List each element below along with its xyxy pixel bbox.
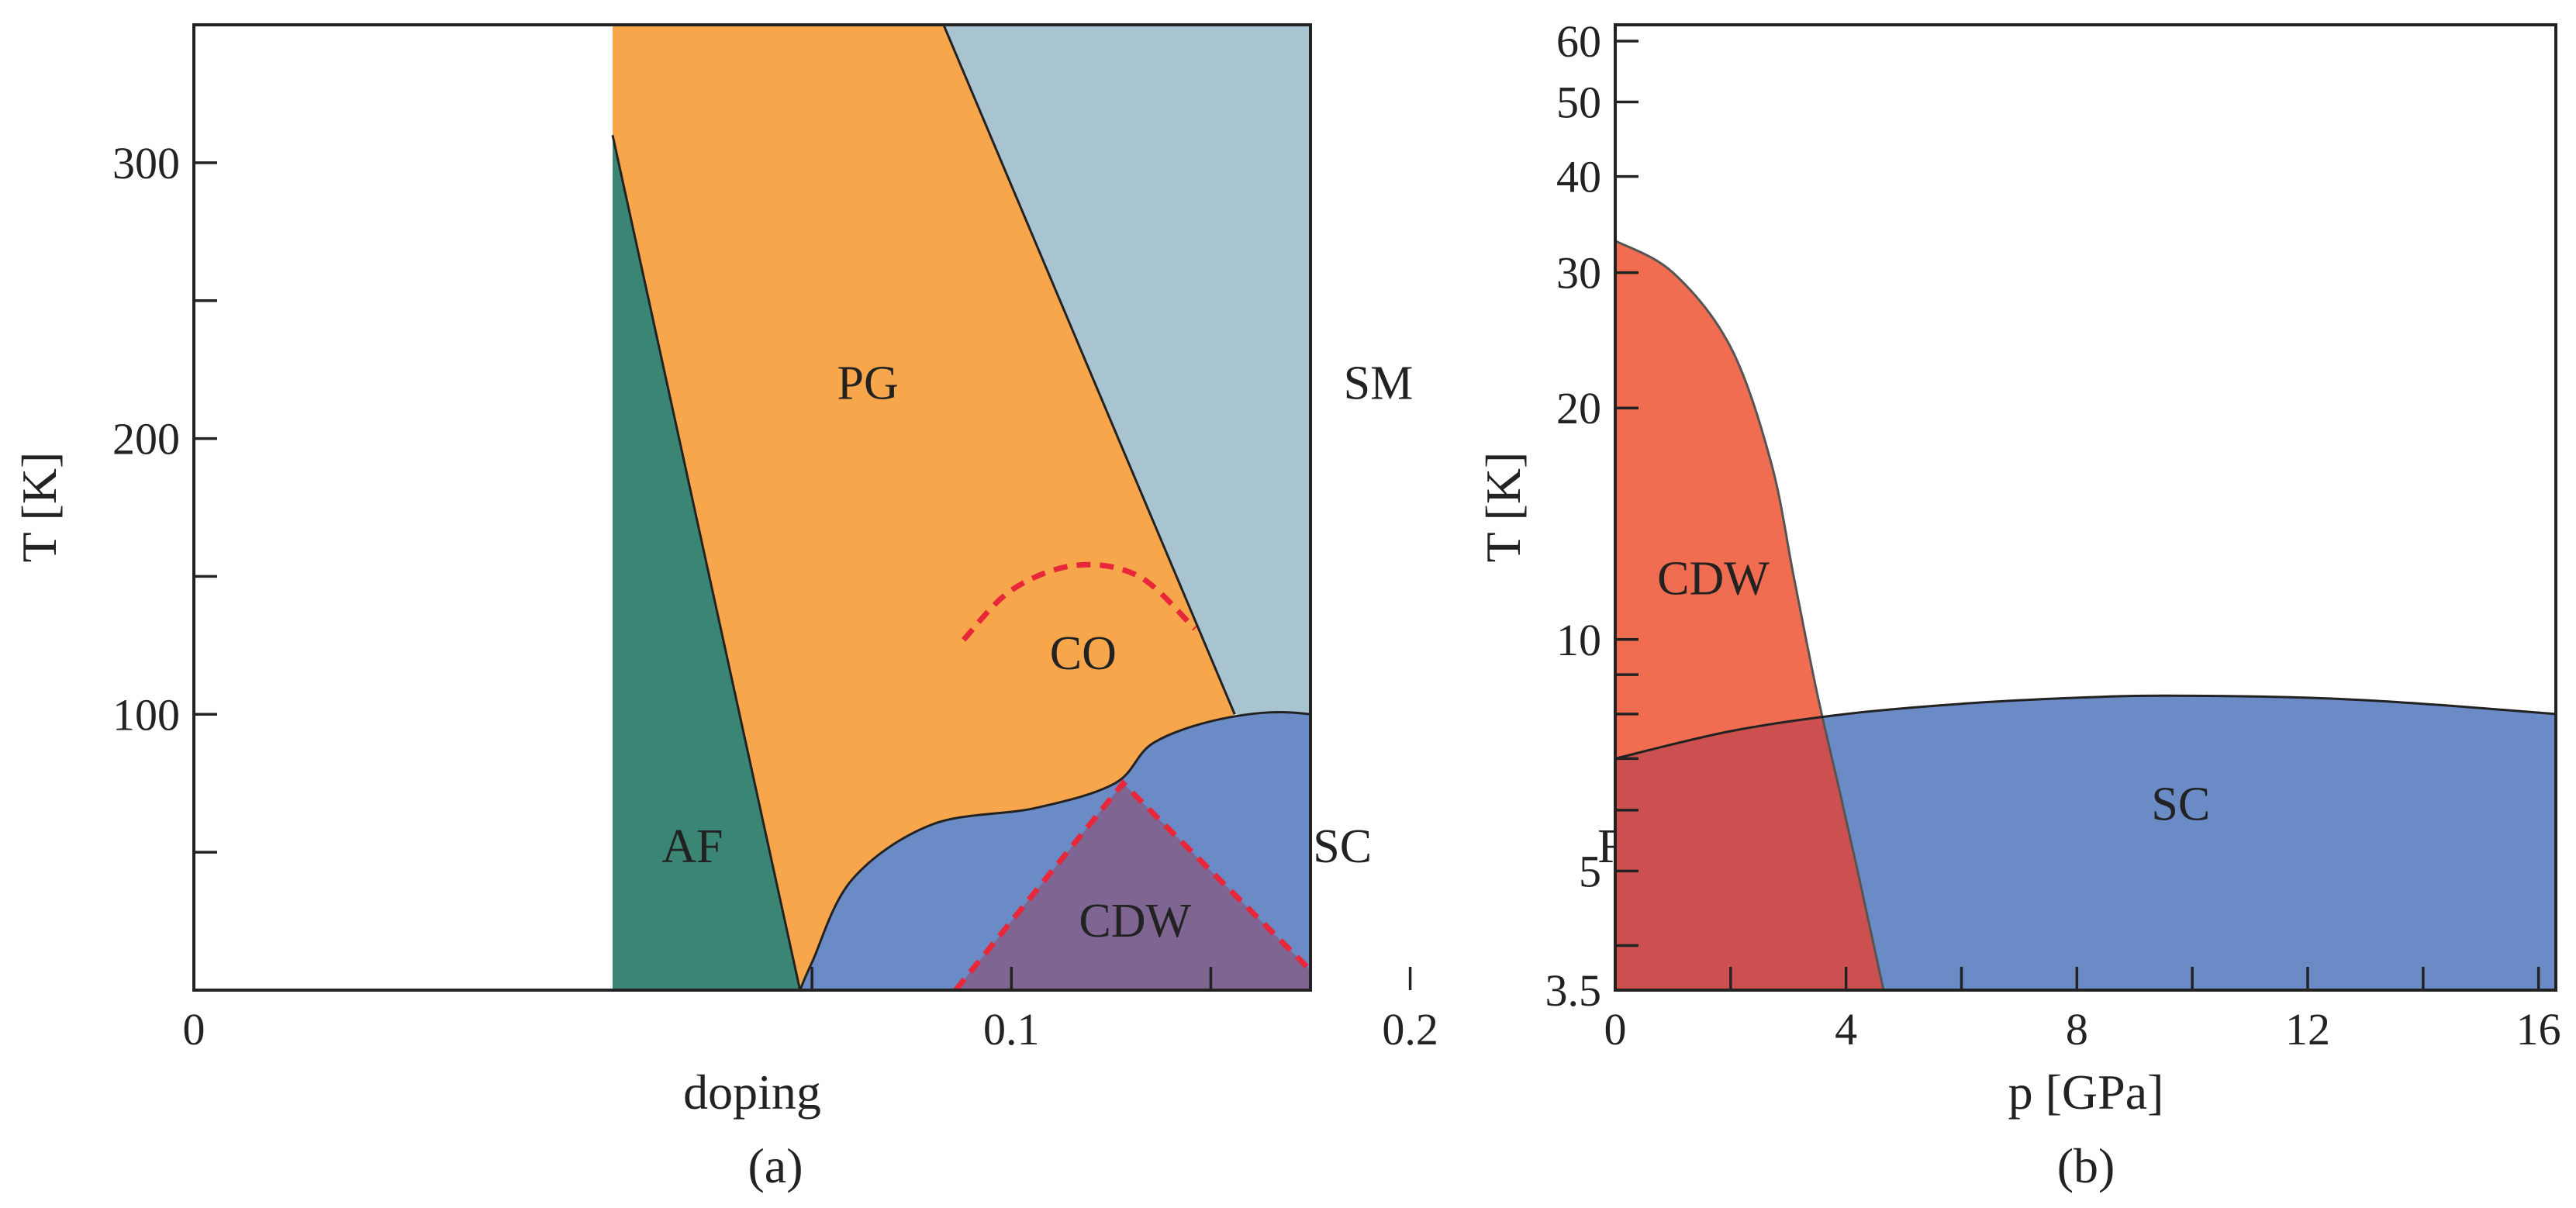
y-tick-label: 30 <box>1556 248 1601 299</box>
af-boundary-line <box>611 134 802 990</box>
region-label-co: CO <box>1050 627 1117 680</box>
y-tick-label: 100 <box>112 689 180 740</box>
x-tick-label: 8 <box>2066 1004 2088 1054</box>
region-label-cdw: CDW <box>1657 552 1770 605</box>
y-tick-label: 60 <box>1556 16 1601 67</box>
y-tick-label: 300 <box>112 138 180 188</box>
x-tick-label: 12 <box>2285 1004 2330 1054</box>
region-cdw-area <box>955 783 1310 990</box>
region-pg-area <box>613 25 1235 990</box>
y-tick-label: 3.5 <box>1545 965 1602 1016</box>
y-tick-label: 50 <box>1556 78 1601 128</box>
x-tick-label: 0 <box>183 1004 205 1054</box>
sc-boundary-line <box>1615 694 2556 760</box>
co-dashed-line <box>962 561 1197 642</box>
x-tick-label: 0.2 <box>1382 1004 1438 1054</box>
region-label-cdw: CDW <box>1079 895 1191 947</box>
panel-b-regions <box>1615 240 2556 990</box>
pg-sm-boundary-line <box>942 25 1236 715</box>
x-tick-label: 0 <box>1604 1004 1627 1054</box>
region-label-af: AF <box>661 820 723 873</box>
panel-b-x-axis-label: p [GPa] <box>2008 1065 2164 1120</box>
panel-b-boundaries <box>1615 240 2556 990</box>
cdw-dashed-line <box>953 778 1310 990</box>
panel-b-frame <box>1614 23 2557 992</box>
y-tick-label: 40 <box>1556 152 1601 202</box>
region-sm-area <box>943 25 1310 720</box>
panel-b-region-labels: CDW SC <box>1657 552 2210 830</box>
x-tick-label: 0.1 <box>983 1004 1040 1054</box>
panel-b-ticks <box>1615 40 2540 990</box>
x-tick-label: 4 <box>1835 1004 1857 1054</box>
region-label-sm: SM <box>1344 357 1414 409</box>
y-tick-label: 10 <box>1556 615 1601 665</box>
region-label-pg: PG <box>837 357 899 409</box>
region-label-sc: SC <box>1313 820 1372 873</box>
region-label-sc: SC <box>2151 778 2210 831</box>
cdw-boundary-line <box>1615 240 1885 990</box>
panel-a-y-axis-label: T [K] <box>12 452 67 563</box>
panel-a-boundaries <box>611 25 1310 990</box>
panel-a-tick-labels: 0 0.1 0.2 100 200 300 <box>112 138 1438 1054</box>
panel-b-y-axis-label: T [K] <box>1476 452 1531 563</box>
panel-a-frame <box>192 23 1312 992</box>
panel-a-x-axis-label: doping <box>683 1065 821 1120</box>
y-tick-label: 20 <box>1556 383 1601 433</box>
panel-a-label: (a) <box>748 1138 803 1193</box>
panel-b-phase-diagram: 0 4 8 12 16 3.5 5 10 20 30 40 50 60 CDW SC p [GPa] T … <box>1476 16 2561 1193</box>
panel-a-ticks <box>194 161 1412 990</box>
sc-dome-boundary-line <box>799 710 1310 990</box>
x-tick-label: 16 <box>2516 1004 2561 1054</box>
panel-b-label: (b) <box>2057 1138 2115 1193</box>
y-tick-label: 5 <box>1579 846 1601 896</box>
y-tick-label: 200 <box>112 414 180 464</box>
panel-b-tick-labels: 0 4 8 12 16 3.5 5 10 20 30 40 50 60 <box>1545 16 2561 1054</box>
